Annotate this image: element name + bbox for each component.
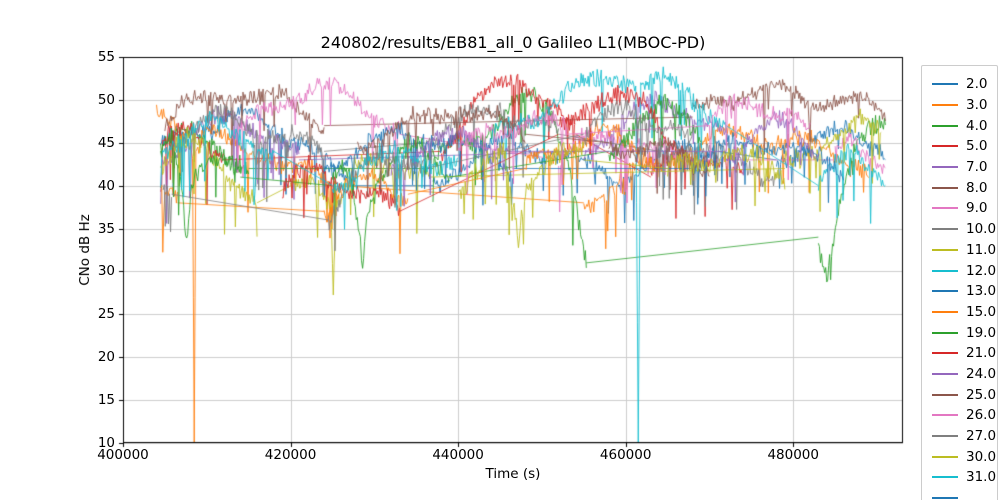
legend-item: 30.0 xyxy=(922,446,997,467)
legend-line-swatch xyxy=(932,83,958,86)
y-tick-label: 40 xyxy=(97,177,115,194)
y-tick-label: 20 xyxy=(97,349,115,366)
legend-label: 8.0 xyxy=(966,179,988,196)
legend-item: 19.0 xyxy=(922,322,997,343)
legend-label: 21.0 xyxy=(966,345,997,362)
x-tick-label: 400000 xyxy=(97,447,149,463)
legend-item: 24.0 xyxy=(922,364,997,385)
legend-line-swatch xyxy=(932,393,958,396)
legend: 2.0 3.0 4.0 5.0 7.0 8.0 9.0 10.0 11.0 12.0 13.0 15.… xyxy=(921,65,998,500)
y-tick-label: 35 xyxy=(97,220,115,237)
legend-label: 3.0 xyxy=(966,97,988,114)
legend-item: 27.0 xyxy=(922,426,997,447)
legend-item: 3.0 xyxy=(922,95,997,116)
legend-label: 31.0 xyxy=(966,469,997,486)
legend-item: 12.0 xyxy=(922,260,997,281)
legend-label: 4.0 xyxy=(966,117,988,134)
legend-label: 10.0 xyxy=(966,221,997,238)
legend-label: 27.0 xyxy=(966,428,997,445)
legend-line-swatch xyxy=(932,310,958,313)
y-tick-label: 55 xyxy=(97,49,115,65)
legend-item: 2.0 xyxy=(922,74,997,95)
legend-line-swatch xyxy=(932,331,958,334)
legend-line-swatch xyxy=(932,166,958,169)
legend-label: 5.0 xyxy=(966,138,988,155)
legend-line-swatch xyxy=(932,372,958,375)
legend-item: 5.0 xyxy=(922,136,997,157)
y-tick-label: 30 xyxy=(97,263,115,280)
x-tick-label: 420000 xyxy=(264,447,317,463)
x-tick-label: 480000 xyxy=(767,447,819,463)
legend-line-swatch xyxy=(932,145,958,148)
legend-line-swatch xyxy=(932,228,958,231)
legend-line-swatch xyxy=(932,476,958,479)
legend-line-swatch xyxy=(932,352,958,355)
legend-item: 25.0 xyxy=(922,384,997,405)
legend-line-swatch xyxy=(932,207,958,210)
legend-line-swatch xyxy=(932,414,958,417)
legend-line-swatch xyxy=(932,269,958,272)
y-tick-label: 15 xyxy=(97,392,115,409)
legend-line-swatch xyxy=(932,455,958,458)
legend-label: 24.0 xyxy=(966,365,997,382)
legend-line-swatch xyxy=(932,290,958,293)
y-tick-label: 50 xyxy=(97,91,115,108)
legend-item: 7.0 xyxy=(922,157,997,178)
legend-label: 26.0 xyxy=(966,407,997,424)
legend-label: 11.0 xyxy=(966,241,997,258)
y-tick-label: 45 xyxy=(97,134,115,151)
legend-item: 26.0 xyxy=(922,405,997,426)
legend-label: 25.0 xyxy=(966,386,997,403)
legend-line-swatch xyxy=(932,124,958,127)
chart-title: 240802/results/EB81_all_0 Galileo L1(MBO… xyxy=(320,33,706,52)
legend-line-swatch xyxy=(932,248,958,251)
legend-label: 12.0 xyxy=(966,262,997,279)
x-tick-label: 460000 xyxy=(599,447,652,463)
legend-label: 9.0 xyxy=(966,200,988,217)
legend-label: 15.0 xyxy=(966,303,997,320)
y-tick-label: 25 xyxy=(97,306,115,323)
legend-item: 10.0 xyxy=(922,219,997,240)
legend-item: 15.0 xyxy=(922,302,997,323)
legend-item: 4.0 xyxy=(922,115,997,136)
legend-item: 13.0 xyxy=(922,281,997,302)
legend-label: 30.0 xyxy=(966,448,997,465)
legend-item: 11.0 xyxy=(922,240,997,261)
x-axis-label: Time (s) xyxy=(485,466,541,482)
x-tick-label: 440000 xyxy=(432,447,484,463)
legend-item: 8.0 xyxy=(922,177,997,198)
legend-label: 2.0 xyxy=(966,76,988,93)
legend-item: 9.0 xyxy=(922,198,997,219)
legend-item: 21.0 xyxy=(922,343,997,364)
legend-line-swatch xyxy=(932,435,958,438)
legend-line-swatch xyxy=(932,104,958,107)
legend-label: 13.0 xyxy=(966,283,997,300)
legend-label: 19.0 xyxy=(966,324,997,341)
legend-label: 7.0 xyxy=(966,159,988,176)
legend-line-swatch xyxy=(932,497,958,500)
legend-item xyxy=(922,488,997,500)
y-tick-label: 10 xyxy=(97,435,115,451)
legend-item: 31.0 xyxy=(922,467,997,488)
legend-line-swatch xyxy=(932,186,958,189)
